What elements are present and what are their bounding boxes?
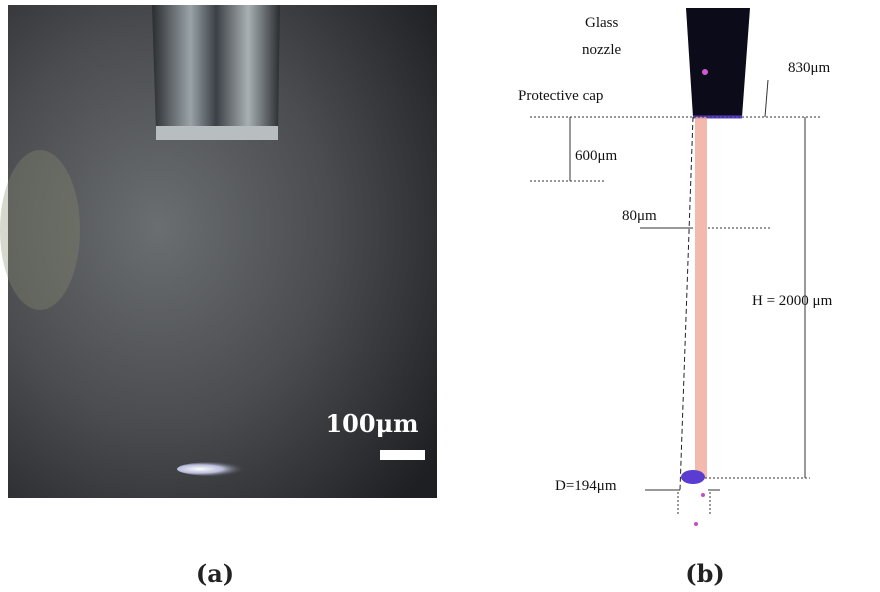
- page: 100μm (a) Glass nozzle Protective cap 83…: [0, 0, 880, 592]
- label: Glass: [585, 15, 618, 31]
- panel-a: 100μm (a): [0, 5, 437, 588]
- droplet: [701, 493, 705, 497]
- label: H = 2000 μm: [752, 293, 833, 309]
- nozzle-spot: [702, 69, 708, 75]
- beam: [695, 117, 707, 478]
- scale-bar: [380, 450, 425, 460]
- nozzle: [152, 5, 280, 132]
- caption: (a): [196, 559, 234, 588]
- label: D=194μm: [555, 478, 617, 494]
- droplet: [177, 462, 253, 476]
- figure: 100μm (a) Glass nozzle Protective cap 83…: [0, 0, 880, 592]
- label: 80μm: [622, 208, 657, 224]
- label: 830μm: [788, 60, 831, 76]
- scale-bar-label: 100μm: [325, 409, 418, 438]
- panel-b: Glass nozzle Protective cap 830μm 600μm …: [518, 8, 833, 588]
- label: nozzle: [582, 42, 621, 58]
- glare: [0, 150, 80, 310]
- droplet: [681, 470, 705, 484]
- nozzle: [686, 8, 750, 117]
- label: 600μm: [575, 148, 618, 164]
- leader: [765, 80, 768, 117]
- nozzle-tip: [156, 126, 278, 140]
- guide-line: [680, 117, 693, 490]
- label: Protective cap: [518, 88, 603, 104]
- droplet: [694, 522, 698, 526]
- caption: (b): [685, 559, 725, 588]
